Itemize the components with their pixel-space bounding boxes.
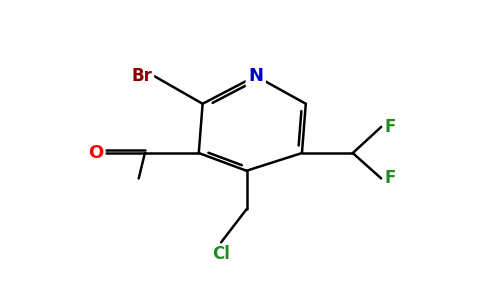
Text: O: O bbox=[88, 144, 103, 162]
Text: F: F bbox=[384, 118, 396, 136]
Text: Br: Br bbox=[132, 67, 152, 85]
Text: N: N bbox=[248, 67, 263, 85]
Text: Cl: Cl bbox=[212, 245, 230, 263]
Text: F: F bbox=[384, 169, 396, 188]
